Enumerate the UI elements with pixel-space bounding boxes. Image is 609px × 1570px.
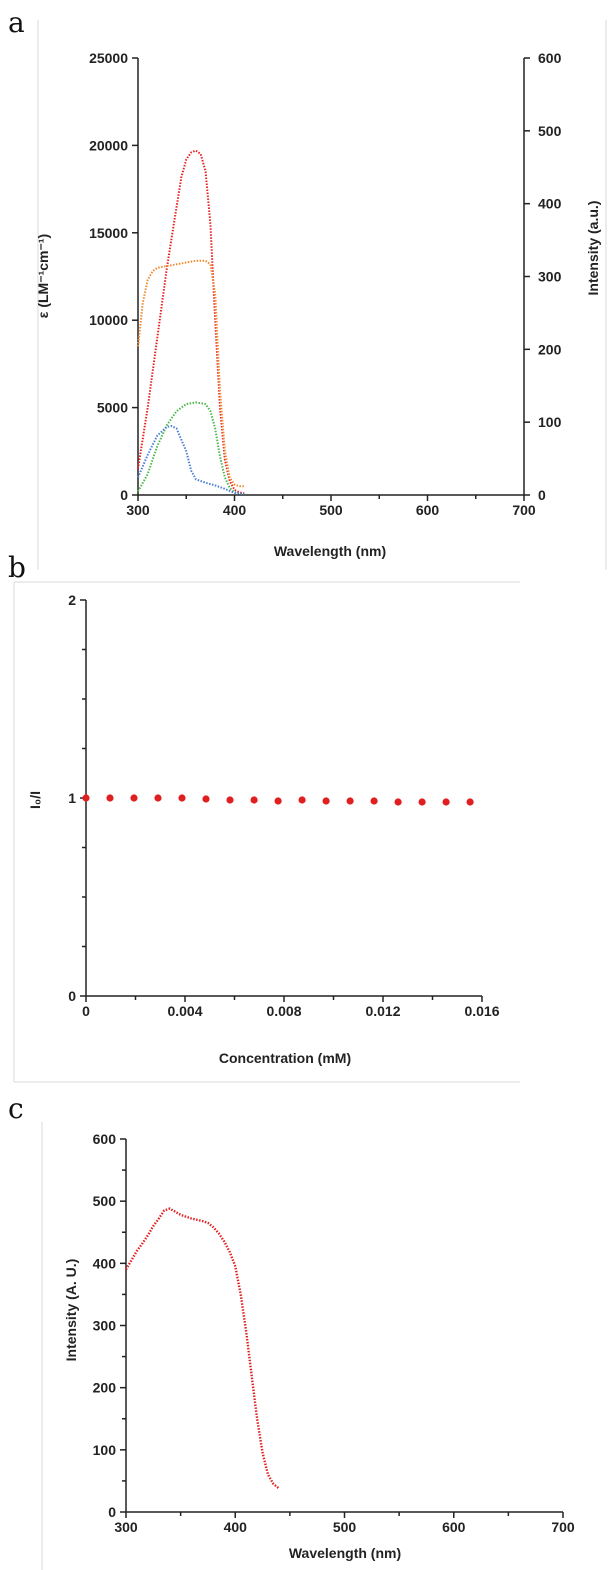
panel-c-tick-labels: 300 400 500 600 700 0 100 200 300 400 500 600 [93,1131,575,1535]
panel-a-tick-labels: 300 400 500 600 7000500010000150002000025000… [89,50,562,518]
panel-a-series-line-1 [137,259,245,488]
panel-b-point [82,794,90,802]
panel-a-left-y-tick-label: 15000 [89,225,128,241]
panel-a-right-y-tick-label: 300 [538,269,562,285]
panel-b-point [466,798,474,806]
panel-a-right-y-tick-label: 100 [538,414,562,430]
panel-b-y-axis-label: I₀/I [27,791,43,809]
panel-b-x-tick-label: 0.016 [464,1003,499,1019]
panel-a-left-y-tick-label: 20000 [89,137,128,153]
panel-b: b 0 0.004 0.008 0.012 0.016 0 1 2 Concentration… [8,551,520,1083]
panel-b-label: b [8,551,26,584]
panel-b-point [226,796,234,804]
panel-c-x-tick-label: 700 [551,1519,575,1535]
panel-c-x-tick-label: 400 [224,1519,248,1535]
panel-c-series [124,1207,280,1490]
panel-a-label: a [8,6,25,39]
panel-c-label: c [8,1092,24,1125]
panel-a-left-y-tick-label: 10000 [89,312,128,328]
panel-b-point [178,794,186,802]
panel-a: a 300 400 500 600 70005000100001500020000250… [8,6,607,570]
panel-b-point [274,797,282,805]
panel-a-right-y-tick-label: 500 [538,123,562,139]
panel-a-left-y-tick-label: 0 [120,487,128,503]
panel-c-x-tick-label: 500 [333,1519,357,1535]
panel-a-right-y-tick-label: 200 [538,341,562,357]
panel-b-point [154,794,162,802]
panel-c-x-tick-label: 300 [114,1519,138,1535]
panel-b-point [370,797,378,805]
panel-b-x-tick-label: 0.008 [266,1003,301,1019]
panel-b-point [418,798,426,806]
panel-b-y-tick-label: 2 [68,592,76,608]
panel-a-axes [132,57,530,501]
panel-b-point [250,796,258,804]
panel-b-tick-labels: 0 0.004 0.008 0.012 0.016 0 1 2 [68,592,500,1019]
panel-a-x-tick-label: 300 [126,502,150,518]
panel-b-y-tick-label: 1 [68,790,76,806]
panel-c-y-tick-label: 500 [93,1193,117,1209]
panel-b-x-tick-label: 0 [82,1003,90,1019]
panel-c: c 300 400 500 600 700 0 100 200 300 400 500 600 Wav… [8,1092,575,1570]
panel-a-series-line-2 [137,401,245,496]
panel-b-x-tick-label: 0.004 [167,1003,202,1019]
panel-b-point [442,798,450,806]
panel-b-point [106,794,114,802]
panel-b-point [322,797,330,805]
panel-a-right-y-tick-label: 0 [538,487,546,503]
panel-c-y-tick-label: 200 [93,1380,117,1396]
panel-a-right-y-tick-label: 400 [538,196,562,212]
panel-c-x-tick-label: 600 [442,1519,466,1535]
panel-c-y-tick-label: 100 [93,1442,117,1458]
panel-b-point [346,797,354,805]
panel-b-point [130,794,138,802]
panel-b-points [82,794,474,806]
panel-c-axes [120,1138,564,1518]
panel-a-x-tick-label: 400 [223,502,247,518]
panel-a-right-y-tick-label: 600 [538,50,562,66]
panel-c-x-axis-label: Wavelength (nm) [289,1545,401,1561]
panel-a-x-tick-label: 500 [319,502,343,518]
panel-a-x-axis-label: Wavelength (nm) [274,543,386,559]
panel-b-y-tick-label: 0 [68,988,76,1004]
panel-b-point [298,796,306,804]
panel-c-y-axis-label: Intensity (A. U.) [63,1259,79,1362]
panel-c-y-tick-label: 0 [108,1504,116,1520]
panel-a-x-tick-label: 700 [512,502,536,518]
panel-a-y2-axis-label: Intensity (a.u.) [585,201,601,296]
panel-c-series-line-0 [124,1207,280,1490]
panel-a-y-axis-label: ε (LM⁻¹cm⁻¹) [35,234,51,318]
panel-a-x-tick-label: 600 [416,502,440,518]
panel-b-point [394,798,402,806]
panel-a-series [137,149,245,496]
panel-a-series-line-3 [137,424,245,495]
panel-b-x-tick-label: 0.012 [365,1003,400,1019]
panel-c-y-tick-label: 600 [93,1131,117,1147]
panel-b-x-axis-label: Concentration (mM) [219,1050,351,1066]
panel-a-left-y-tick-label: 25000 [89,50,128,66]
panel-b-point [202,795,210,803]
panel-a-left-y-tick-label: 5000 [97,400,128,416]
panel-c-y-tick-label: 300 [93,1318,117,1334]
panel-c-y-tick-label: 400 [93,1255,117,1271]
